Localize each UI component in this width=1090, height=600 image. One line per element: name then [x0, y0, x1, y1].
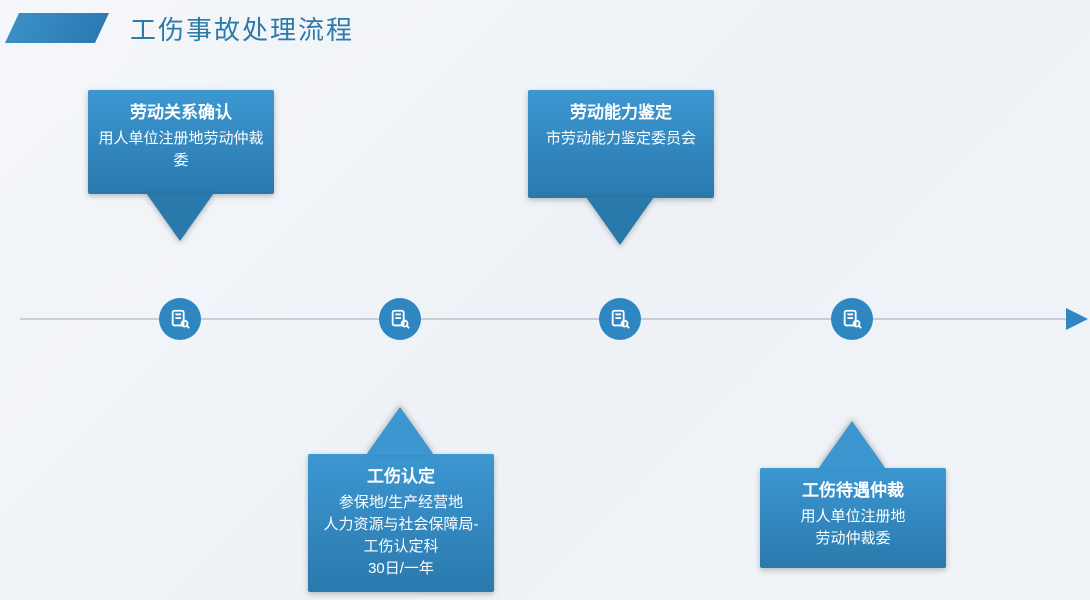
title-bar: 工伤事故处理流程 [0, 8, 354, 48]
callout-arrow-icon [146, 193, 214, 241]
callout-arrow-icon [586, 197, 654, 245]
callout-desc: 用人单位注册地 劳动仲裁委 [768, 506, 938, 550]
timeline-node [599, 298, 641, 340]
callout-arrow-icon [366, 407, 434, 455]
callout-title: 工伤待遇仲裁 [768, 478, 938, 504]
slide: 工伤事故处理流程 劳动关系确认 用人单位注册地劳动仲裁委 工伤认定 参保地/生产… [0, 0, 1090, 600]
callout-title: 劳动能力鉴定 [536, 100, 706, 126]
callout-box: 工伤认定 参保地/生产经营地 人力资源与社会保障局- 工伤认定科 30日/一年 [308, 454, 494, 592]
callout-desc: 市劳动能力鉴定委员会 [536, 128, 706, 150]
timeline-node [379, 298, 421, 340]
slide-title: 工伤事故处理流程 [130, 10, 354, 47]
callout-box: 工伤待遇仲裁 用人单位注册地 劳动仲裁委 [760, 468, 946, 568]
callout-desc: 参保地/生产经营地 人力资源与社会保障局- 工伤认定科 30日/一年 [316, 492, 486, 580]
callout-title: 工伤认定 [316, 464, 486, 490]
timeline-arrow-icon [1066, 308, 1088, 330]
callout-title: 劳动关系确认 [96, 100, 266, 126]
title-accent-shape [5, 13, 109, 43]
callout-box: 劳动关系确认 用人单位注册地劳动仲裁委 [88, 90, 274, 194]
callout-box: 劳动能力鉴定 市劳动能力鉴定委员会 [528, 90, 714, 198]
timeline-node [831, 298, 873, 340]
timeline-node [159, 298, 201, 340]
callout-desc: 用人单位注册地劳动仲裁委 [96, 128, 266, 172]
callout-arrow-icon [818, 421, 886, 469]
